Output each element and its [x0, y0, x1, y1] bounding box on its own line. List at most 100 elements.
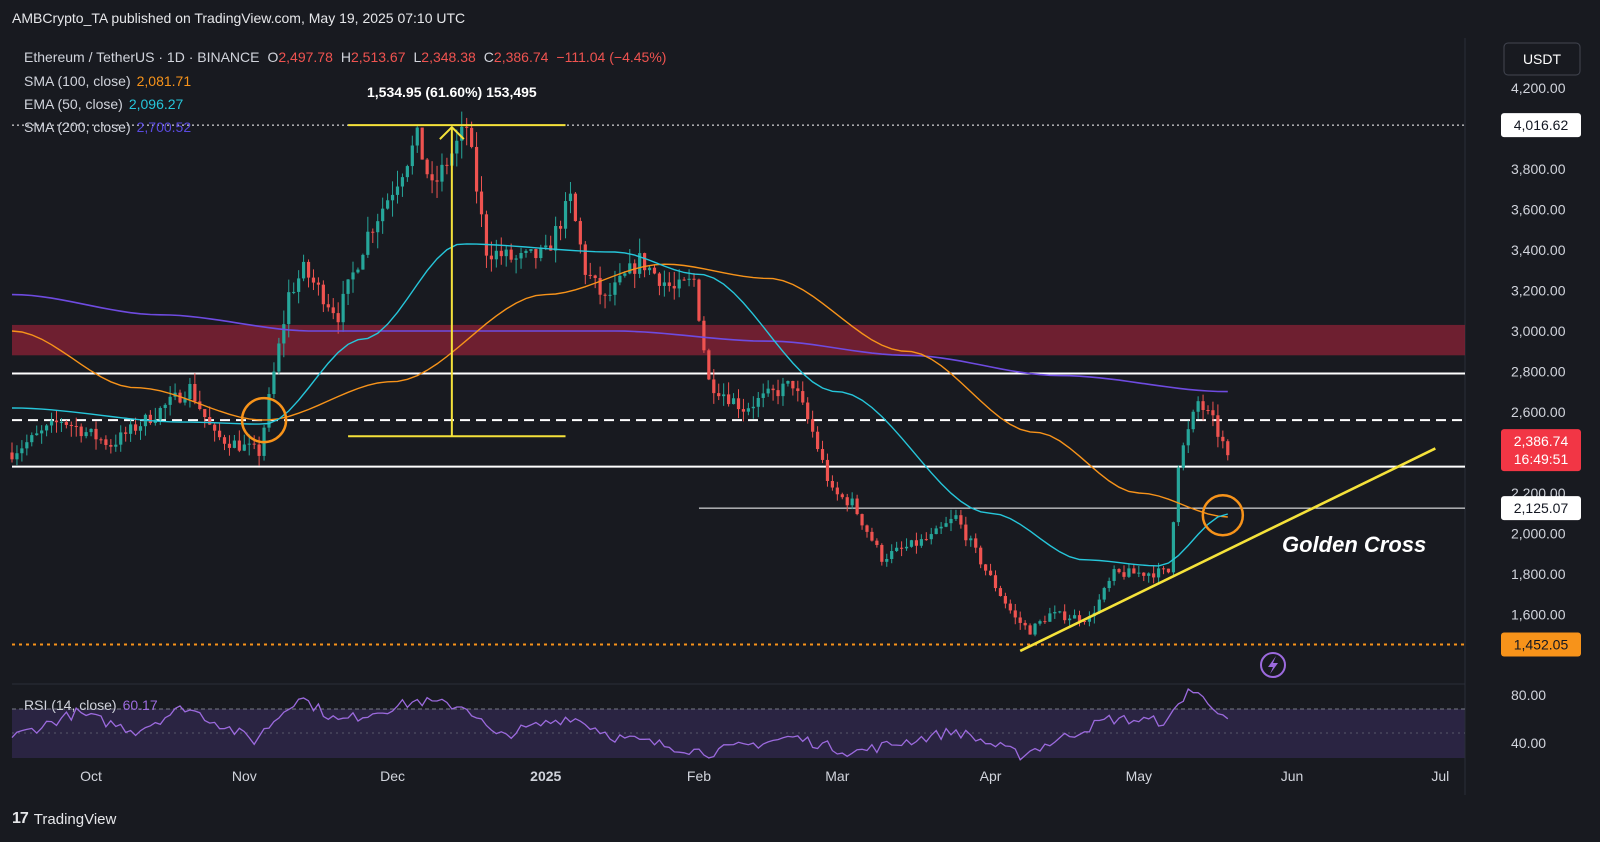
candle-body-10 [59, 421, 64, 423]
ema50-label: EMA (50, close) [24, 96, 123, 112]
candle-body-224 [1117, 569, 1121, 573]
candle-body-60 [306, 261, 311, 278]
candle-body-23 [124, 432, 128, 434]
candle-body-239 [1191, 411, 1195, 430]
candle-body-178 [890, 551, 894, 559]
y-tick-0: 4,200.00 [1511, 80, 1566, 96]
y-tick-3: 3,400.00 [1511, 242, 1566, 258]
candle-body-117 [588, 274, 592, 276]
candle-body-9 [54, 420, 59, 423]
candle-body-223 [1112, 569, 1116, 581]
candle-body-30 [158, 408, 162, 420]
badge-current-text-0: 2,386.74 [1514, 433, 1569, 449]
candle-body-218 [1087, 616, 1091, 622]
candle-body-159 [796, 388, 800, 392]
sma200-line [11, 293, 1228, 393]
rsi-line [11, 687, 1229, 761]
candle-body-68 [346, 279, 350, 294]
trendline[interactable] [1019, 447, 1436, 653]
candle-body-236 [1176, 467, 1180, 523]
candle-body-188 [939, 526, 943, 529]
legend-close: 2,386.74 [494, 49, 549, 65]
candle-body-110 [554, 226, 558, 251]
rsi-axis: 80.00 40.00 [1511, 687, 1546, 751]
candle-body-55 [282, 324, 286, 344]
candle-body-66 [336, 313, 340, 323]
y-axis: 4,200.00 3,800.00 3,600.00 3,400.00 3,200.00… [1511, 80, 1566, 623]
candle-body-8 [49, 420, 54, 426]
y-tick-2: 3,600.00 [1511, 202, 1566, 218]
candle-body-246 [1226, 441, 1230, 456]
candle-body-143 [717, 393, 721, 397]
candle-body-207 [1033, 623, 1037, 635]
y-tick-11: 1,600.00 [1511, 607, 1566, 623]
candle-body-129 [647, 267, 652, 271]
main-pane[interactable] [12, 38, 1465, 674]
candle-body-168 [840, 494, 844, 498]
candle-body-128 [642, 253, 647, 271]
sma200-value: 2,700.52 [137, 119, 192, 135]
candle-body-124 [623, 273, 627, 276]
candle-body-141 [707, 350, 711, 380]
candle-body-140 [702, 320, 706, 351]
y-tick-5: 3,000.00 [1511, 323, 1566, 339]
candle-body-3 [25, 442, 29, 449]
lightning-icon[interactable] [1260, 652, 1286, 678]
candle-body-234 [1166, 568, 1171, 573]
candle-body-194 [969, 538, 973, 541]
ema50-line [11, 243, 1228, 567]
tradingview-brand: TradingView [33, 810, 117, 828]
candle-body-163 [815, 431, 820, 450]
candle-body-226 [1127, 568, 1131, 577]
sma200-label: SMA (200, close) [24, 119, 131, 135]
candle-body-52 [267, 394, 271, 428]
sma100-label: SMA (100, close) [24, 73, 131, 89]
candle-body-214 [1068, 618, 1072, 621]
candle-body-14 [79, 426, 83, 437]
candle-body-28 [148, 414, 152, 424]
x-tick-2: Dec [380, 768, 405, 784]
badge-current-bg [1501, 429, 1581, 472]
candle-body-134 [672, 285, 676, 289]
legend-low: 2,348.38 [421, 49, 476, 65]
candle-body-0 [10, 452, 14, 460]
badge-current-text-1: 16:49:51 [1514, 451, 1569, 467]
candle-body-94 [474, 146, 479, 192]
candle-body-222 [1107, 580, 1111, 589]
candle-body-173 [865, 525, 869, 532]
candle-body-127 [638, 253, 642, 274]
measure-tool[interactable]: 1,534.95 (61.60%) 153,495 [348, 84, 566, 438]
candle-body-82 [415, 127, 419, 146]
candle-body-12 [69, 424, 73, 426]
candle-body-111 [558, 226, 563, 229]
candle-body-179 [895, 547, 899, 552]
candle-body-4 [30, 435, 34, 443]
candle-body-174 [870, 531, 874, 541]
x-tick-3: 2025 [530, 768, 561, 784]
candle-body-169 [845, 497, 849, 506]
candle-body-115 [578, 221, 582, 245]
candle-body-38 [198, 401, 202, 410]
candle-body-21 [114, 444, 118, 447]
price-badges: 4,016.62 2,386.74 16:49:51 2,125.07 1,452.05 [1501, 113, 1581, 657]
candle-body-31 [163, 404, 167, 409]
tradingview-logo[interactable]: 17 TradingView [12, 810, 116, 828]
currency-button[interactable]: USDT [1503, 42, 1581, 76]
candle-body-70 [356, 269, 360, 273]
svg-text:EMA (50, close)2,096.27: EMA (50, close) 2,096.27 [24, 96, 184, 112]
candle-body-243 [1211, 410, 1215, 416]
candle-body-56 [287, 292, 291, 325]
candle-body-85 [430, 174, 434, 181]
candle-body-209 [1043, 621, 1047, 623]
candle-body-42 [217, 430, 222, 438]
rsi-tick-1: 40.00 [1511, 735, 1546, 751]
candle-body-153 [766, 388, 770, 394]
candle-body-109 [549, 245, 553, 251]
candle-body-193 [964, 524, 968, 541]
candle-body-53 [272, 371, 276, 395]
candle-body-103 [519, 252, 523, 259]
badge-support-bg [1501, 496, 1581, 521]
candle-body-167 [835, 487, 839, 495]
candle-body-120 [603, 294, 607, 296]
